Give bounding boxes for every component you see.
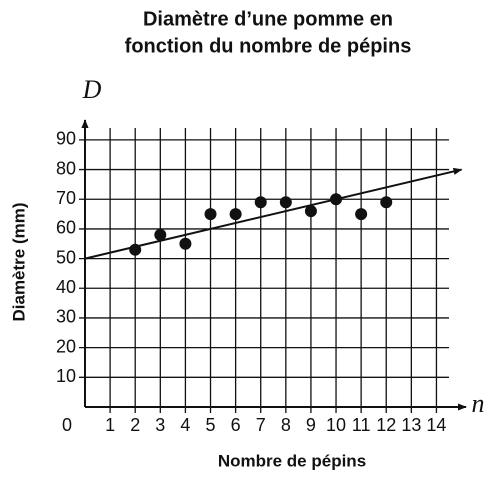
y-tick-label: 90 bbox=[56, 129, 76, 149]
point bbox=[304, 205, 317, 218]
x-tick-label: 3 bbox=[155, 415, 165, 435]
x-tick-label: 1 bbox=[105, 415, 115, 435]
y-tick-label: 80 bbox=[56, 158, 76, 178]
point bbox=[330, 193, 343, 206]
x-tick-label: 10 bbox=[326, 415, 346, 435]
point bbox=[154, 228, 167, 241]
y-tick-label: 40 bbox=[56, 277, 76, 297]
x-tick-label: 4 bbox=[180, 415, 190, 435]
x-tick-label: 2 bbox=[130, 415, 140, 435]
x-tick-label: 8 bbox=[281, 415, 291, 435]
y-tick-label: 60 bbox=[56, 218, 76, 238]
y-axis-label: Diamètre (mm) bbox=[9, 202, 28, 321]
y-tick-label: 30 bbox=[56, 307, 76, 327]
y-tick-label: 10 bbox=[56, 366, 76, 386]
x-tick-label: 6 bbox=[231, 415, 241, 435]
point bbox=[355, 208, 368, 221]
x-tick-label: 13 bbox=[401, 415, 421, 435]
point bbox=[279, 196, 292, 209]
x-tick-label: 14 bbox=[426, 415, 446, 435]
y-variable: D bbox=[82, 75, 102, 104]
point bbox=[204, 208, 217, 221]
point bbox=[380, 196, 393, 209]
x-tick-label: 7 bbox=[256, 415, 266, 435]
point bbox=[129, 243, 142, 256]
point bbox=[254, 196, 267, 209]
point bbox=[229, 208, 242, 221]
y-tick-label: 20 bbox=[56, 336, 76, 356]
point bbox=[179, 237, 192, 250]
x-tick-label: 12 bbox=[376, 415, 396, 435]
chart-title: Diamètre d’une pomme en bbox=[143, 8, 393, 30]
x-tick-label: 9 bbox=[306, 415, 316, 435]
x-tick-label: 5 bbox=[206, 415, 216, 435]
x-variable: n bbox=[472, 389, 485, 418]
y-tick-label: 0 bbox=[62, 415, 72, 435]
x-axis-label: Nombre de pépins bbox=[218, 451, 366, 470]
trend-line bbox=[84, 167, 463, 260]
y-tick-label: 70 bbox=[56, 188, 76, 208]
y-tick-label: 50 bbox=[56, 247, 76, 267]
chart-title: fonction du nombre de pépins bbox=[125, 35, 412, 57]
x-tick-label: 11 bbox=[352, 415, 371, 435]
